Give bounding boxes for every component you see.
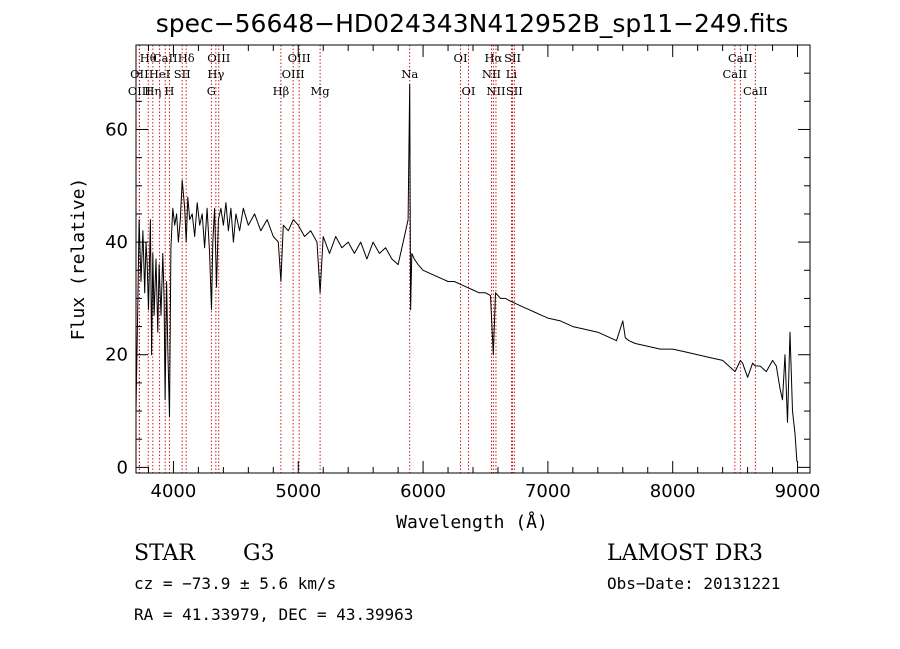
line-label-11: SII — [174, 67, 191, 81]
coordinates: RA = 41.33979, DEC = 43.39963 — [134, 605, 413, 624]
line-label-6: Hα — [484, 51, 502, 65]
x-tick-label-7000: 7000 — [525, 481, 571, 502]
flux-series-line — [135, 83, 798, 462]
line-label-8: CaII — [728, 51, 753, 65]
y-tick-label-0: 0 — [117, 457, 128, 478]
line-label-27: CaII — [743, 84, 768, 98]
survey-name: LAMOST DR3 — [607, 541, 763, 566]
redshift-cz: cz = −73.9 ± 5.6 km/s — [134, 574, 336, 593]
line-label-2: Hδ — [178, 51, 195, 65]
object-class: STAR — [134, 541, 196, 566]
line-label-1: CaII — [153, 51, 178, 65]
y-axis-ticks: 0 20 40 60 — [105, 72, 810, 478]
line-label-5: OI — [454, 51, 468, 65]
line-label-24: OI — [462, 84, 476, 98]
line-label-17: CaII — [722, 67, 747, 81]
line-label-13: OIII — [282, 67, 305, 81]
y-tick-label-60: 60 — [105, 119, 128, 140]
line-label-19: Hη — [144, 84, 161, 98]
x-tick-label-4000: 4000 — [151, 481, 197, 502]
line-label-7: SII — [504, 51, 521, 65]
y-tick-label-20: 20 — [105, 345, 128, 366]
line-label-15: NII — [482, 67, 501, 81]
line-label-21: G — [207, 84, 216, 98]
x-axis-title: Wavelength (Å) — [396, 511, 548, 533]
line-label-10: HeI — [149, 67, 170, 81]
object-subclass: G3 — [243, 541, 275, 566]
line-label-16: Li — [506, 67, 518, 81]
line-label-18: OIII — [128, 84, 151, 98]
x-tick-label-5000: 5000 — [275, 481, 321, 502]
y-tick-label-40: 40 — [105, 232, 128, 253]
line-label-25: NII — [486, 84, 505, 98]
x-tick-label-9000: 9000 — [775, 481, 821, 502]
spectral-line-markers — [138, 45, 756, 473]
line-label-0: Hθ — [140, 51, 157, 65]
chart-title: spec−56648−HD024343N412952B_sp11−249.fit… — [156, 9, 789, 38]
line-label-26: SII — [506, 84, 523, 98]
line-label-23: Mg — [311, 84, 331, 98]
x-tick-label-8000: 8000 — [650, 481, 696, 502]
line-label-22: Hβ — [273, 84, 290, 98]
x-tick-label-6000: 6000 — [400, 481, 446, 502]
line-label-9: OII — [130, 67, 149, 81]
line-label-3: OIII — [207, 51, 230, 65]
line-label-4: OIII — [288, 51, 311, 65]
line-label-20: H — [164, 84, 174, 98]
observation-date: Obs−Date: 20131221 — [607, 574, 780, 593]
plot-frame — [135, 44, 811, 474]
y-axis-title: Flux (relative) — [68, 178, 89, 341]
line-label-12: Hγ — [207, 67, 224, 81]
line-label-14: Na — [401, 67, 418, 81]
x-axis-ticks: 4000 5000 6000 7000 8000 9000 — [147, 45, 821, 502]
